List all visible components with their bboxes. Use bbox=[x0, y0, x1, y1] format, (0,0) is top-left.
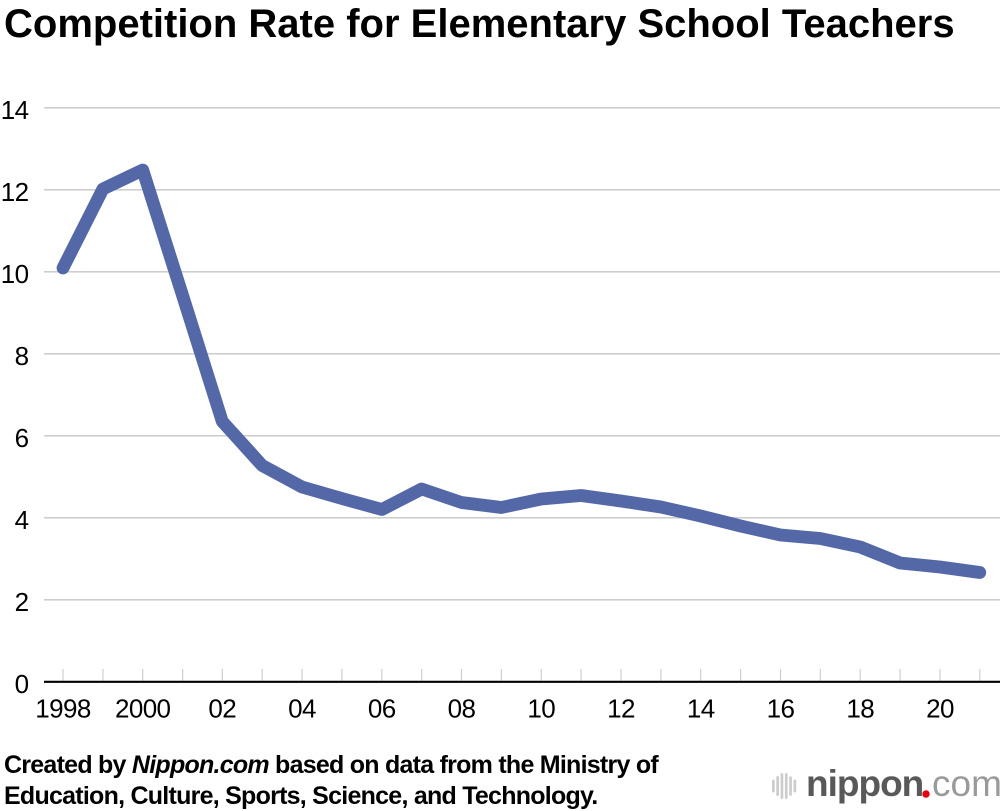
svg-text:08: 08 bbox=[448, 693, 476, 723]
svg-text:16: 16 bbox=[767, 693, 795, 723]
svg-text:10: 10 bbox=[1, 259, 29, 289]
svg-text:12: 12 bbox=[607, 693, 635, 723]
svg-text:14: 14 bbox=[1, 95, 29, 125]
svg-text:4: 4 bbox=[15, 505, 29, 535]
svg-text:18: 18 bbox=[846, 693, 874, 723]
svg-text:1998: 1998 bbox=[35, 693, 91, 723]
svg-text:2000: 2000 bbox=[115, 693, 171, 723]
svg-text:12: 12 bbox=[1, 177, 29, 207]
svg-text:10: 10 bbox=[527, 693, 555, 723]
svg-text:06: 06 bbox=[368, 693, 396, 723]
svg-text:6: 6 bbox=[15, 423, 29, 453]
svg-text:20: 20 bbox=[926, 693, 954, 723]
svg-text:04: 04 bbox=[288, 693, 316, 723]
svg-text:com: com bbox=[932, 763, 1000, 804]
svg-text:0: 0 bbox=[15, 669, 29, 699]
svg-text:14: 14 bbox=[687, 693, 715, 723]
svg-text:2: 2 bbox=[15, 587, 29, 617]
svg-text:nippon: nippon bbox=[806, 763, 923, 804]
svg-text:02: 02 bbox=[208, 693, 236, 723]
svg-text:8: 8 bbox=[15, 341, 29, 371]
